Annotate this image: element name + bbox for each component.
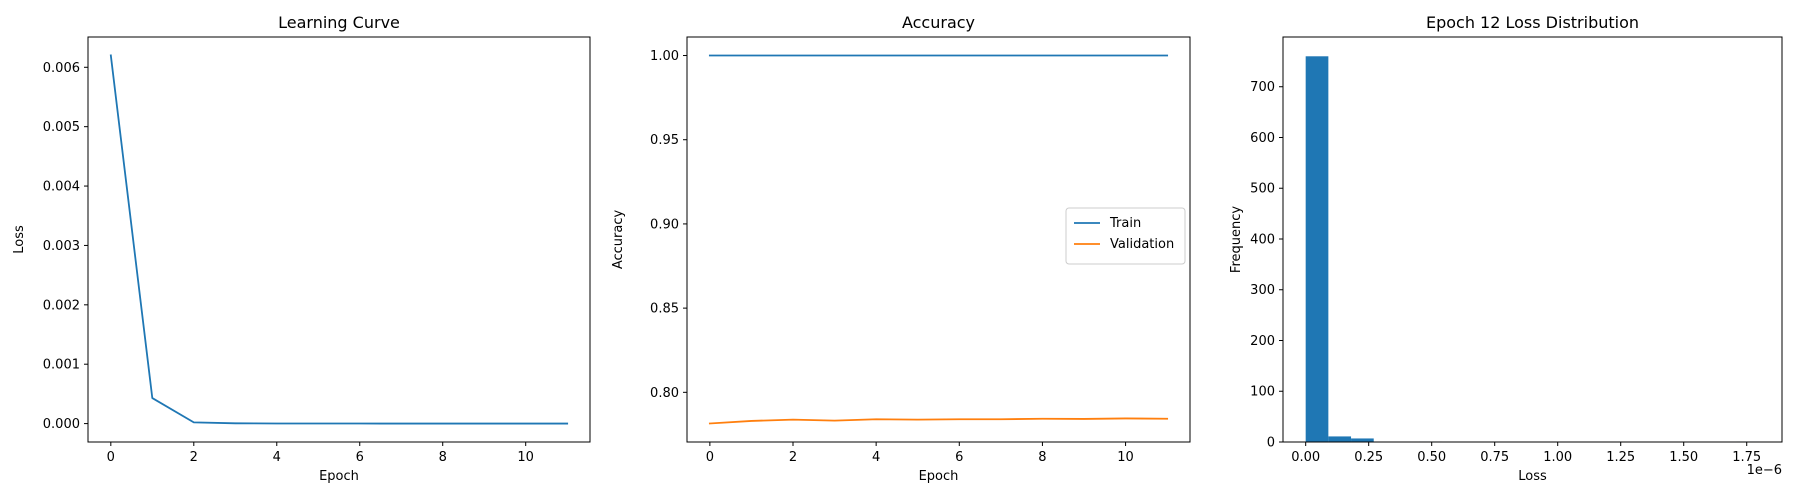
y-tick-label: 1.00 bbox=[650, 49, 679, 64]
legend: Train Validation bbox=[1065, 207, 1186, 265]
y-tick-label: 600 bbox=[1250, 131, 1275, 146]
x-tick-label: 0.25 bbox=[1354, 450, 1383, 465]
x-tick-label: 8 bbox=[1038, 450, 1046, 465]
x-tick-label: 1.00 bbox=[1543, 450, 1572, 465]
y-tick-label: 300 bbox=[1250, 283, 1275, 298]
plot-frame bbox=[1282, 36, 1783, 443]
x-tick-label: 2 bbox=[789, 450, 797, 465]
y-tick-label: 0.003 bbox=[43, 239, 80, 254]
y-tick-label: 0.005 bbox=[43, 120, 80, 135]
axis-offset-label: 1e−6 bbox=[1747, 463, 1782, 478]
x-tick-label: 1.75 bbox=[1732, 450, 1761, 465]
chart-panel-2: Accuracy 0 2 4 6 8 10 0.80 0.85 0.90 0.95 1.00 Epoch… bbox=[611, 13, 1191, 484]
x-tick-label: 6 bbox=[955, 450, 963, 465]
y-tick-label: 0.004 bbox=[43, 180, 80, 195]
histogram-bar bbox=[1351, 438, 1374, 442]
x-tick-label: 4 bbox=[872, 450, 880, 465]
plot-frame bbox=[686, 36, 1191, 443]
x-tick-label: 4 bbox=[273, 450, 281, 465]
series-line-1 bbox=[109, 54, 569, 425]
y-tick-label: 0.80 bbox=[650, 386, 679, 401]
chart-panel-1: Learning Curve 0 2 4 6 8 10 0.000 0.001 0.002 0.00… bbox=[12, 13, 591, 484]
x-tick-label: 0.75 bbox=[1480, 450, 1509, 465]
x-tick-label: 1.25 bbox=[1606, 450, 1635, 465]
x-tick-label: 8 bbox=[439, 450, 447, 465]
x-tick-label: 0 bbox=[706, 450, 714, 465]
plot-frame bbox=[87, 36, 591, 443]
y-tick-label: 0.90 bbox=[650, 217, 679, 232]
x-axis-label: Epoch bbox=[919, 469, 959, 484]
x-tick-label: 10 bbox=[1117, 450, 1134, 465]
y-tick-label: 0.95 bbox=[650, 133, 679, 148]
x-tick-label: 2 bbox=[190, 450, 198, 465]
y-axis-label: Frequency bbox=[1229, 206, 1244, 273]
y-tick-label: 0.85 bbox=[650, 302, 679, 317]
x-tick-label: 1.50 bbox=[1669, 450, 1698, 465]
chart-title: Learning Curve bbox=[278, 13, 400, 32]
x-tick-label: 0.00 bbox=[1291, 450, 1320, 465]
x-tick-label: 10 bbox=[517, 450, 534, 465]
y-tick-label: 0 bbox=[1267, 436, 1275, 451]
histogram-bar bbox=[1305, 56, 1329, 442]
legend-box bbox=[1065, 207, 1186, 265]
y-tick-label: 500 bbox=[1250, 182, 1275, 197]
chart-title: Epoch 12 Loss Distribution bbox=[1426, 13, 1639, 32]
x-axis-label: Loss bbox=[1518, 469, 1547, 484]
y-tick-label: 200 bbox=[1250, 334, 1275, 349]
chart-title: Accuracy bbox=[902, 13, 975, 32]
x-tick-label: 6 bbox=[356, 450, 364, 465]
x-tick-label: 0 bbox=[107, 450, 115, 465]
y-tick-label: 0.001 bbox=[43, 358, 80, 373]
y-tick-label: 700 bbox=[1250, 80, 1275, 95]
y-tick-label: 0.002 bbox=[43, 298, 80, 313]
series-line-validation bbox=[708, 417, 1169, 425]
y-axis-label: Loss bbox=[12, 225, 27, 254]
legend-label-train: Train bbox=[1109, 216, 1141, 231]
y-axis-label: Accuracy bbox=[611, 210, 626, 270]
y-tick-label: 400 bbox=[1250, 232, 1275, 247]
y-tick-label: 0.006 bbox=[43, 61, 80, 76]
y-tick-label: 100 bbox=[1250, 385, 1275, 400]
histogram-bar bbox=[1328, 436, 1352, 442]
x-tick-label: 0.50 bbox=[1417, 450, 1446, 465]
legend-label-validation: Validation bbox=[1110, 237, 1174, 252]
x-axis-label: Epoch bbox=[319, 469, 359, 484]
chart-panel-3: Epoch 12 Loss Distribution 0.00 0.25 0.50 0.… bbox=[1229, 13, 1783, 484]
y-tick-label: 0.000 bbox=[43, 417, 80, 432]
